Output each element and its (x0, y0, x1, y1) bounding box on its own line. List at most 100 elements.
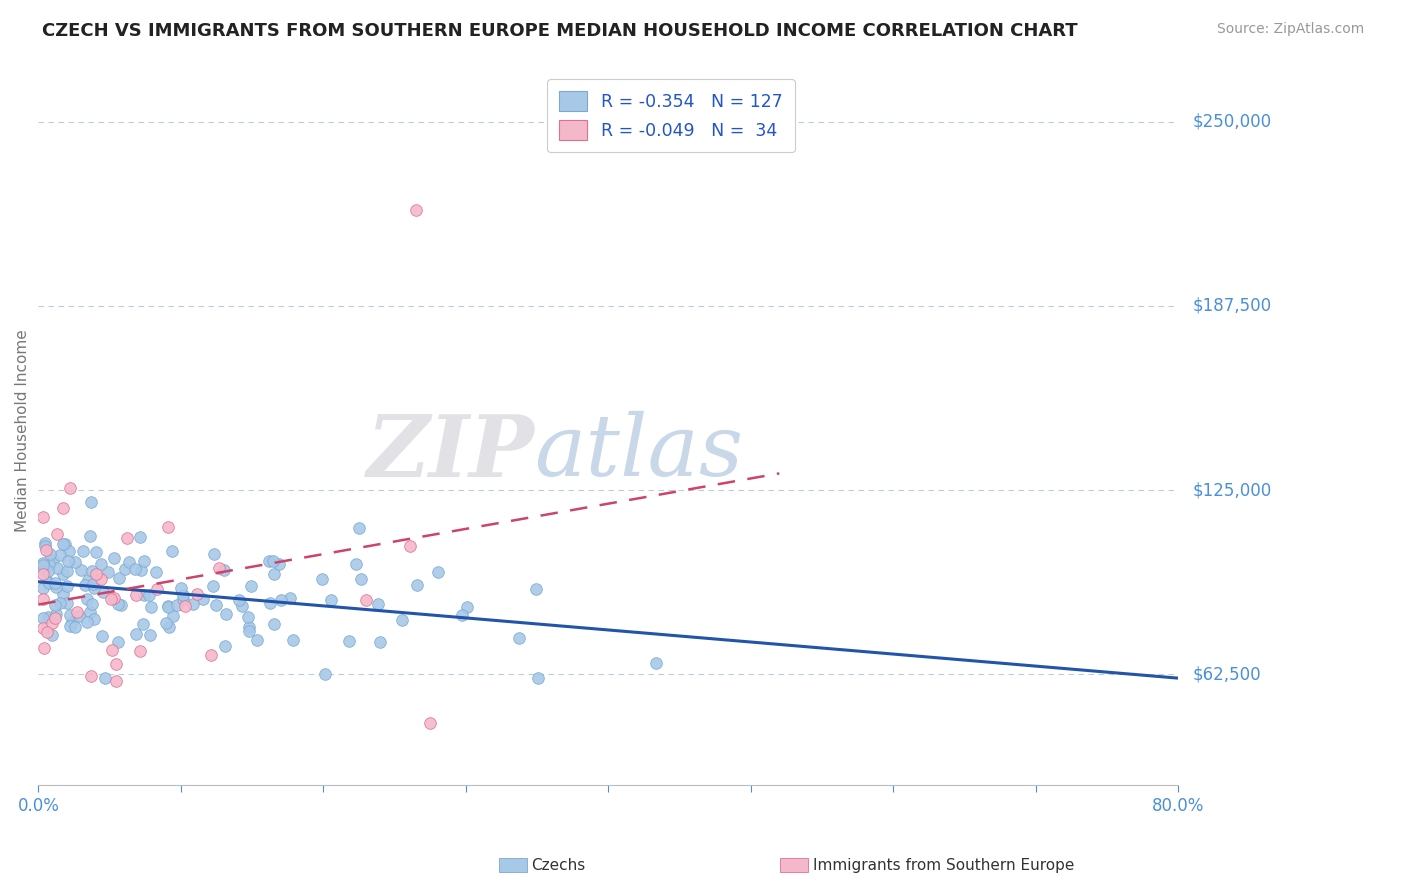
Point (79, 529, 101, 543)
Point (31, 510, 53, 524)
Point (231, 599, 253, 613)
Point (32, 563, 55, 577)
Point (125, 627, 148, 641)
Point (35, 574, 58, 588)
Point (48, 595, 70, 609)
Point (202, 579, 225, 593)
Point (83, 612, 105, 626)
Point (238, 620, 260, 634)
Point (344, 557, 367, 571)
Point (90, 558, 112, 572)
Point (58, 544, 80, 558)
Point (160, 544, 183, 558)
Point (65, 555, 87, 569)
Point (132, 554, 155, 568)
Point (311, 572, 333, 586)
Point (41, 628, 63, 642)
Point (84, 567, 107, 582)
Text: atlas: atlas (534, 411, 744, 493)
Point (110, 598, 132, 612)
Point (214, 640, 236, 654)
Point (240, 579, 263, 593)
Point (157, 599, 180, 613)
Text: ZIP: ZIP (367, 410, 534, 494)
Point (186, 586, 208, 600)
Point (76, 573, 98, 587)
Point (405, 202, 427, 217)
Point (132, 616, 155, 631)
Point (228, 593, 250, 607)
Point (79, 606, 101, 620)
Point (162, 608, 184, 623)
Point (76, 615, 98, 629)
Point (90, 629, 112, 643)
Point (269, 557, 291, 571)
Text: $250,000: $250,000 (1192, 112, 1271, 130)
Point (526, 671, 548, 685)
Point (205, 598, 228, 612)
Point (170, 581, 193, 595)
Point (45, 607, 67, 621)
Point (31, 592, 53, 607)
Text: Immigrants from Southern Europe: Immigrants from Southern Europe (813, 858, 1074, 872)
Point (51, 567, 73, 582)
Point (117, 531, 139, 545)
Point (80, 669, 103, 683)
Point (59, 619, 82, 633)
Point (46, 527, 69, 541)
Point (155, 615, 177, 630)
Point (49, 548, 72, 562)
Point (80, 495, 103, 509)
Point (94, 671, 117, 685)
Point (398, 539, 420, 553)
Point (259, 596, 281, 610)
Point (174, 599, 197, 614)
Point (263, 567, 285, 582)
Point (37, 609, 59, 624)
Point (75, 578, 97, 592)
Point (215, 607, 238, 621)
Point (63, 620, 86, 634)
Text: CZECH VS IMMIGRANTS FROM SOUTHERN EUROPE MEDIAN HOUSEHOLD INCOME CORRELATION CHA: CZECH VS IMMIGRANTS FROM SOUTHERN EUROPE… (42, 22, 1078, 40)
Point (367, 598, 389, 612)
Point (82, 564, 104, 578)
Point (172, 588, 194, 602)
Point (314, 666, 336, 681)
Point (208, 561, 231, 575)
Point (191, 591, 214, 606)
Point (35, 543, 58, 558)
Point (146, 582, 169, 596)
Point (145, 565, 167, 579)
Point (107, 597, 129, 611)
Point (52, 501, 75, 516)
Point (214, 563, 236, 577)
Point (104, 674, 127, 689)
Point (37, 624, 59, 639)
Point (38, 547, 60, 561)
Point (90, 572, 112, 586)
Point (56, 565, 79, 579)
Point (105, 657, 128, 672)
Point (31, 556, 53, 570)
Point (44, 575, 66, 590)
Point (337, 634, 360, 648)
Point (107, 634, 129, 648)
Point (128, 644, 150, 658)
Point (319, 593, 342, 607)
Point (34, 536, 56, 550)
Point (56, 596, 79, 610)
Point (45, 560, 67, 574)
Point (200, 648, 222, 663)
Point (238, 624, 260, 638)
Point (124, 562, 146, 576)
Point (101, 642, 124, 657)
Point (157, 620, 180, 634)
Point (44, 598, 66, 612)
Point (108, 571, 131, 585)
Point (181, 597, 204, 611)
Legend: R = -0.354   N = 127, R = -0.049   N =  34: R = -0.354 N = 127, R = -0.049 N = 34 (547, 79, 794, 153)
Point (38, 576, 60, 591)
Point (419, 715, 441, 730)
Point (354, 592, 377, 607)
Point (645, 656, 668, 670)
